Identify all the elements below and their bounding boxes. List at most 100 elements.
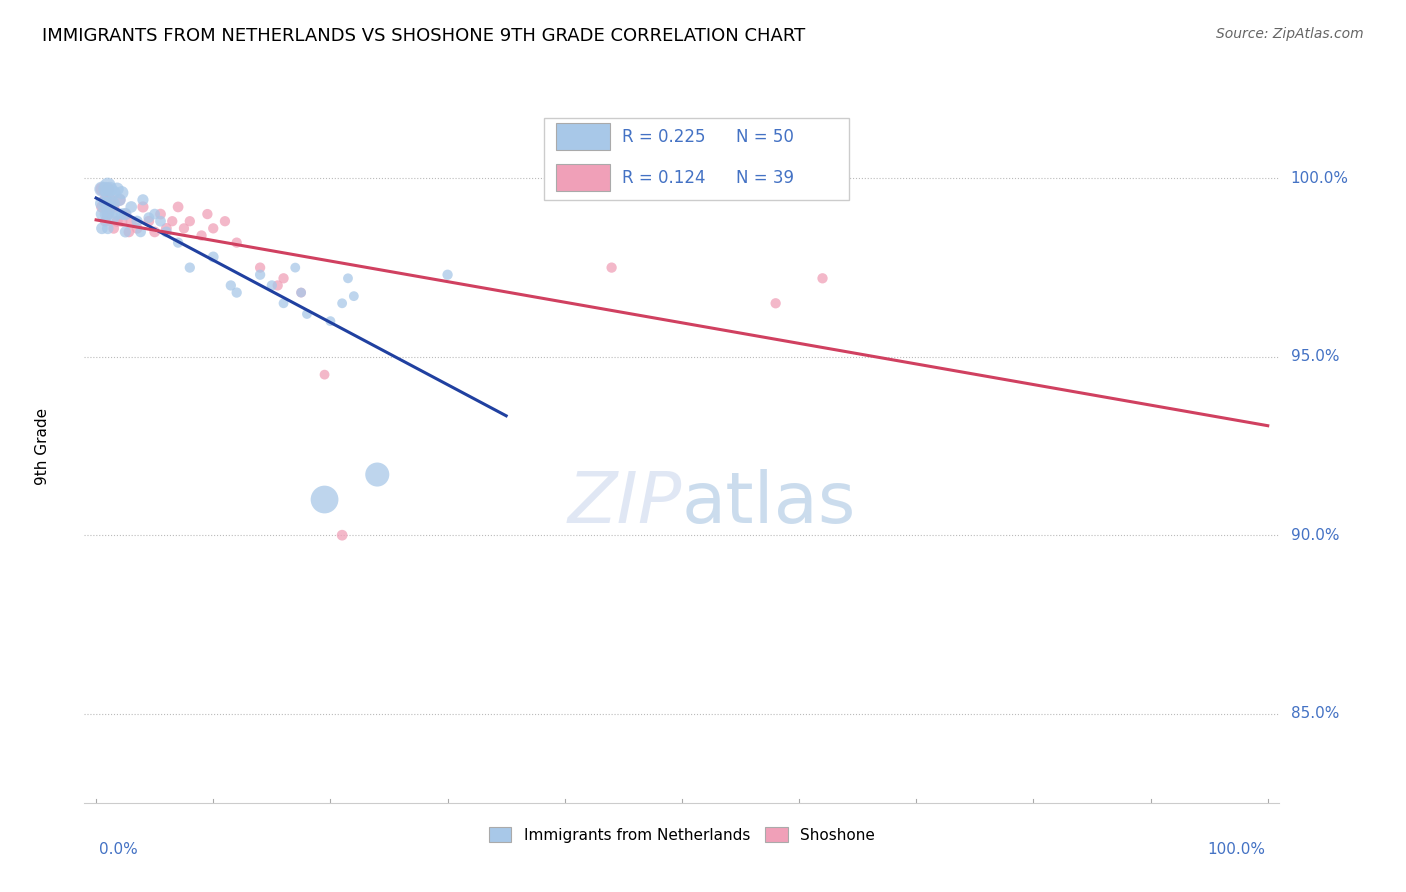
Point <box>94 196 117 211</box>
Point <box>219 278 242 293</box>
Point <box>103 200 125 214</box>
Point <box>273 296 295 310</box>
Point <box>90 200 114 214</box>
Point <box>343 289 366 303</box>
Legend: Immigrants from Netherlands, Shoshone: Immigrants from Netherlands, Shoshone <box>482 821 882 848</box>
Point <box>120 200 142 214</box>
Point <box>202 221 225 235</box>
Point <box>97 178 120 193</box>
Text: 85.0%: 85.0% <box>1291 706 1339 721</box>
Point <box>179 214 201 228</box>
Point <box>97 221 120 235</box>
Point <box>114 207 136 221</box>
Point <box>127 214 149 228</box>
Text: N = 39: N = 39 <box>735 169 794 187</box>
Text: 95.0%: 95.0% <box>1291 350 1339 364</box>
Text: 100.0%: 100.0% <box>1291 171 1348 186</box>
Point <box>111 186 134 200</box>
Point <box>600 260 623 275</box>
Text: Source: ZipAtlas.com: Source: ZipAtlas.com <box>1216 27 1364 41</box>
Point <box>190 228 212 243</box>
Point <box>103 186 125 200</box>
Point <box>155 221 177 235</box>
Point <box>267 278 290 293</box>
Point <box>330 528 353 542</box>
Text: 90.0%: 90.0% <box>1291 528 1339 542</box>
Point <box>103 221 125 235</box>
Point <box>90 182 114 196</box>
Point <box>167 235 190 250</box>
Point <box>90 207 114 221</box>
Point <box>202 250 225 264</box>
Point <box>162 214 183 228</box>
Point <box>295 307 318 321</box>
Point <box>129 225 152 239</box>
Point <box>118 225 141 239</box>
Point <box>179 260 201 275</box>
Point <box>260 278 283 293</box>
Point <box>94 193 117 207</box>
Point <box>811 271 834 285</box>
Point <box>90 221 114 235</box>
Point <box>143 225 166 239</box>
Text: ZIP: ZIP <box>568 468 682 538</box>
Text: 0.0%: 0.0% <box>98 842 138 856</box>
Text: R = 0.225: R = 0.225 <box>623 128 706 146</box>
Point <box>97 182 120 196</box>
Point <box>436 268 458 282</box>
Point <box>290 285 312 300</box>
Point <box>337 271 360 285</box>
FancyBboxPatch shape <box>557 123 610 150</box>
Point <box>90 182 114 196</box>
Point <box>155 225 177 239</box>
Point <box>94 182 117 196</box>
Point <box>765 296 787 310</box>
Text: atlas: atlas <box>682 468 856 538</box>
Text: 9th Grade: 9th Grade <box>35 408 51 484</box>
Point <box>143 207 166 221</box>
Point <box>94 214 117 228</box>
FancyBboxPatch shape <box>544 118 849 200</box>
Point <box>149 214 172 228</box>
Point <box>127 221 149 235</box>
Point <box>132 193 155 207</box>
Point <box>98 200 121 214</box>
Point <box>97 186 120 200</box>
Point <box>114 207 136 221</box>
Point <box>319 314 342 328</box>
Text: 100.0%: 100.0% <box>1206 842 1265 856</box>
Point <box>225 235 247 250</box>
Point <box>249 268 271 282</box>
Point <box>108 193 131 207</box>
Text: IMMIGRANTS FROM NETHERLANDS VS SHOSHONE 9TH GRADE CORRELATION CHART: IMMIGRANTS FROM NETHERLANDS VS SHOSHONE … <box>42 27 806 45</box>
Point <box>114 225 136 239</box>
Point <box>225 285 247 300</box>
Point <box>197 207 219 221</box>
Point <box>173 221 195 235</box>
Point <box>97 207 120 221</box>
Point <box>330 296 353 310</box>
Point <box>105 214 128 228</box>
Point <box>111 214 134 228</box>
Point <box>103 196 125 211</box>
Point <box>108 193 131 207</box>
Point <box>273 271 295 285</box>
Text: N = 50: N = 50 <box>735 128 793 146</box>
Point <box>138 211 160 225</box>
Point <box>167 200 190 214</box>
Point <box>98 193 121 207</box>
Point <box>98 182 121 196</box>
Point <box>314 368 336 382</box>
Text: R = 0.124: R = 0.124 <box>623 169 706 187</box>
Point <box>249 260 271 275</box>
Point <box>366 467 388 482</box>
Point <box>97 207 120 221</box>
Point <box>90 196 114 211</box>
FancyBboxPatch shape <box>557 164 610 191</box>
Point <box>97 196 120 211</box>
Point <box>138 214 160 228</box>
Point <box>290 285 312 300</box>
Point <box>105 207 128 221</box>
Point <box>214 214 236 228</box>
Point <box>132 200 155 214</box>
